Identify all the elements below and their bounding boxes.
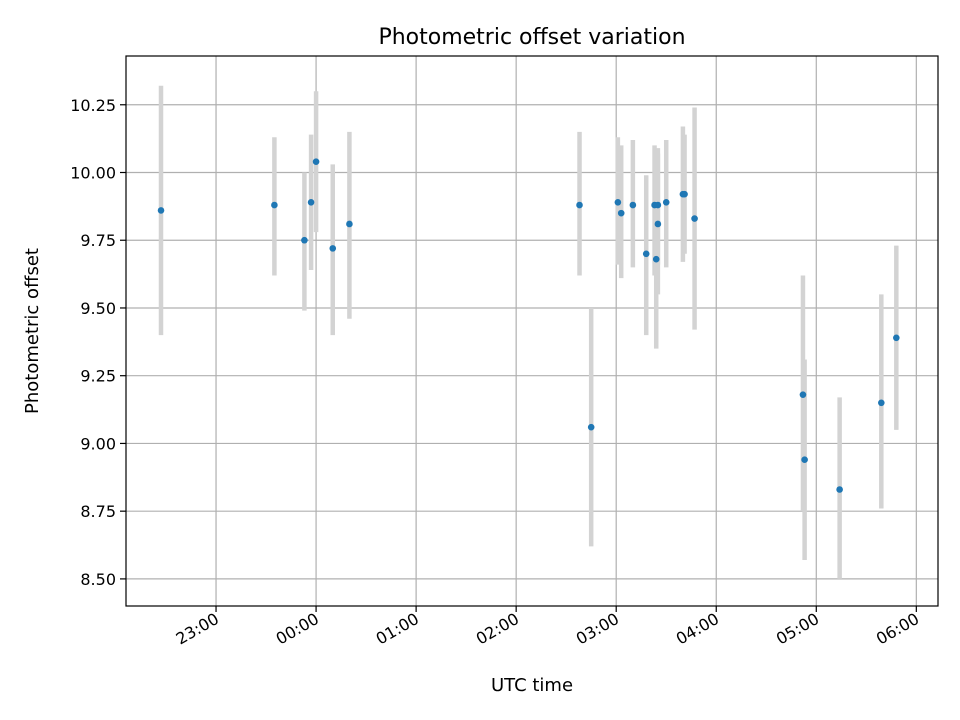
y-tick-label: 8.50: [80, 570, 116, 589]
x-tick-label: 06:00: [873, 609, 922, 649]
data-point: [301, 236, 308, 244]
data-point: [836, 486, 843, 493]
error-bars: [158, 85, 899, 579]
y-tick-label: 10.00: [70, 164, 116, 183]
data-point: [893, 334, 900, 342]
data-point: [576, 201, 583, 209]
data-point: [799, 391, 807, 398]
x-tick-label: 23:00: [173, 609, 222, 649]
x-axis-label: UTC time: [491, 675, 573, 696]
x-tick-label: 03:00: [573, 609, 622, 649]
data-point: [346, 220, 353, 228]
y-tick-label: 9.50: [80, 299, 116, 318]
data-point: [307, 199, 315, 206]
grid: [126, 56, 938, 606]
data-point: [652, 255, 660, 263]
x-tick-label: 02:00: [473, 609, 522, 649]
data-point: [662, 199, 670, 206]
data-point: [654, 201, 662, 209]
data-point: [614, 199, 622, 206]
y-tick-label: 10.25: [70, 96, 116, 115]
data-point: [801, 456, 808, 463]
data-point: [642, 250, 650, 258]
chart-title: Photometric offset variation: [378, 25, 685, 50]
y-tick-label: 9.75: [80, 231, 116, 250]
data-point: [587, 423, 595, 431]
y-tick-label: 8.75: [80, 502, 116, 521]
data-point: [157, 207, 165, 214]
data-points: [157, 158, 900, 493]
data-point: [271, 201, 278, 209]
x-tick-label: 05:00: [773, 609, 822, 649]
ticks: 23:00 00:00 01:00 02:00 03:00 04:00 05:00 06:00…: [70, 96, 922, 649]
data-point: [654, 220, 662, 228]
y-tick-label: 9.00: [80, 434, 116, 453]
data-point: [681, 190, 688, 198]
data-point: [617, 209, 625, 217]
x-tick-label: 04:00: [673, 609, 722, 649]
data-point: [878, 399, 885, 407]
y-axis-label: Photometric offset: [22, 248, 43, 414]
data-point: [312, 158, 320, 165]
x-tick-label: 00:00: [273, 609, 322, 649]
x-tick-label: 01:00: [373, 609, 422, 649]
data-point: [629, 201, 637, 209]
plot-frame: [125, 55, 939, 607]
data-point: [329, 245, 337, 252]
data-point: [691, 215, 698, 222]
y-tick-label: 9.25: [80, 367, 116, 386]
